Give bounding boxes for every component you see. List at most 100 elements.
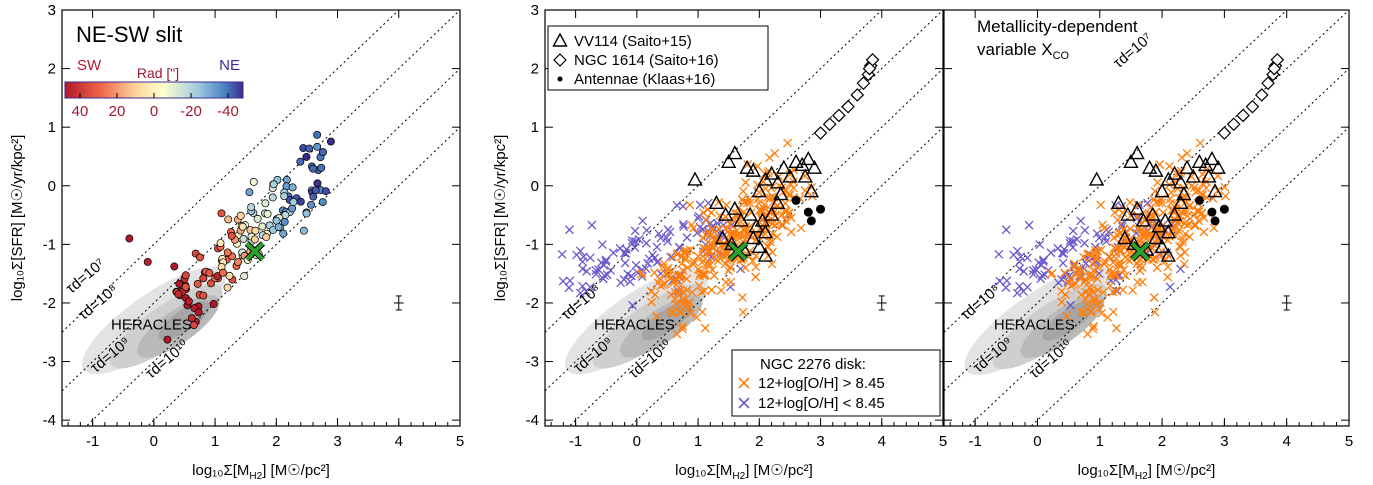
high-metallicity-point [1076,307,1086,317]
vv114-point [782,168,798,183]
vv114-point [806,159,823,174]
high-metallicity-point [740,263,750,273]
low-metallicity-point [1024,220,1034,230]
vv114-point [1166,165,1183,180]
y-tick-label: 0 [48,178,56,195]
high-metallicity-point [748,256,758,266]
slit-point [253,214,262,223]
high-metallicity-point [713,248,723,258]
vv114-point [745,230,761,245]
nucleus-marker [1130,241,1150,261]
low-metallicity-point [695,200,705,210]
colorbar-left-label: SW [77,57,102,74]
high-metallicity-point [1109,233,1119,243]
low-metallicity-point [631,260,641,270]
vv114-point [751,183,767,198]
vv114-point [1201,168,1217,183]
high-metallicity-point [1190,221,1200,231]
low-metallicity-point [628,300,638,310]
high-metallicity-point [1221,191,1230,201]
high-metallicity-point [1119,265,1129,275]
vv114-point [1117,230,1133,245]
high-metallicity-point [683,263,692,273]
heracles-label: HERACLES [994,316,1075,333]
high-metallicity-point [1177,234,1187,244]
high-metallicity-point [751,272,761,282]
high-metallicity-point [781,216,791,226]
high-metallicity-point [1110,208,1120,218]
high-metallicity-point [800,186,810,195]
ngc1614-point [813,126,828,140]
low-metallicity-point [665,227,675,237]
antennae-point [791,195,801,205]
vv114-point [1176,186,1192,201]
x-tick-label: 3 [1220,433,1228,450]
vv114-point [770,174,786,189]
high-metallicity-point [1079,252,1088,262]
x-tick-label: 0 [633,433,641,450]
slit-point [296,157,305,166]
y-tick-label: -3 [43,354,56,371]
low-metallicity-point [1072,234,1082,244]
slit-point [217,209,226,218]
high-metallicity-point [666,307,676,317]
colorbar-tick-label: -40 [217,103,239,120]
high-metallicity-point [686,308,696,318]
low-metallicity-point [1080,225,1090,235]
slit-point [280,217,289,226]
slit-point [302,152,311,161]
slit-point [302,209,311,218]
vv114-point [1160,247,1176,262]
low-metallicity-point [602,270,612,280]
ngc1614-point [1267,61,1282,76]
high-metallicity-point [727,231,737,241]
high-metallicity-point [658,262,668,272]
x-tick-label: 4 [395,433,403,450]
high-metallicity-point [772,232,782,242]
vv114-point [788,153,804,169]
slit-point [317,163,326,172]
legend-label: NGC 1614 (Saito+16) [574,52,719,69]
high-metallicity-point [1137,263,1147,272]
high-metallicity-point [726,263,735,272]
slit-point [280,192,289,201]
low-metallicity-point [641,238,651,248]
x-tick-label: 0 [1033,433,1041,450]
ngc1614-point [1217,126,1232,140]
high-metallicity-point [1128,286,1138,295]
high-metallicity-point [770,220,780,230]
slit-point [181,282,190,291]
vv114-point [1173,174,1189,189]
high-metallicity-point [1153,178,1162,187]
low-metallicity-point [597,240,607,249]
high-metallicity-point [1093,274,1103,284]
high-metallicity-point [1194,216,1203,226]
slit-point [227,231,236,240]
antennae-point [816,204,826,214]
slit-point [263,210,272,218]
slit-point [236,211,245,220]
low-metallicity-point [587,220,597,230]
x-axis-label: log₁₀Σ[MH2] [M☉/pc²] [675,462,813,482]
low-metallicity-point [1165,282,1175,292]
vv114-point [1185,168,1201,183]
low-metallicity-point [1058,258,1068,268]
slit-point [251,226,260,235]
panel-3-frame [943,9,1350,427]
high-metallicity-point [783,138,793,148]
high-metallicity-point [745,198,755,208]
high-metallicity-point [677,287,687,297]
low-metallicity-point [578,257,588,267]
high-metallicity-point [1097,308,1106,318]
high-metallicity-point [785,190,795,200]
low-metallicity-point [1080,238,1089,248]
high-metallicity-point [738,186,748,196]
high-metallicity-point [1079,308,1089,318]
high-metallicity-point [1093,263,1103,273]
slit-point [318,148,327,157]
antennae-point [806,216,816,226]
low-metallicity-point [601,257,611,267]
slit-point [205,269,214,277]
nucleus-marker [245,241,265,261]
colorbar-tick-label: 40 [72,103,89,120]
